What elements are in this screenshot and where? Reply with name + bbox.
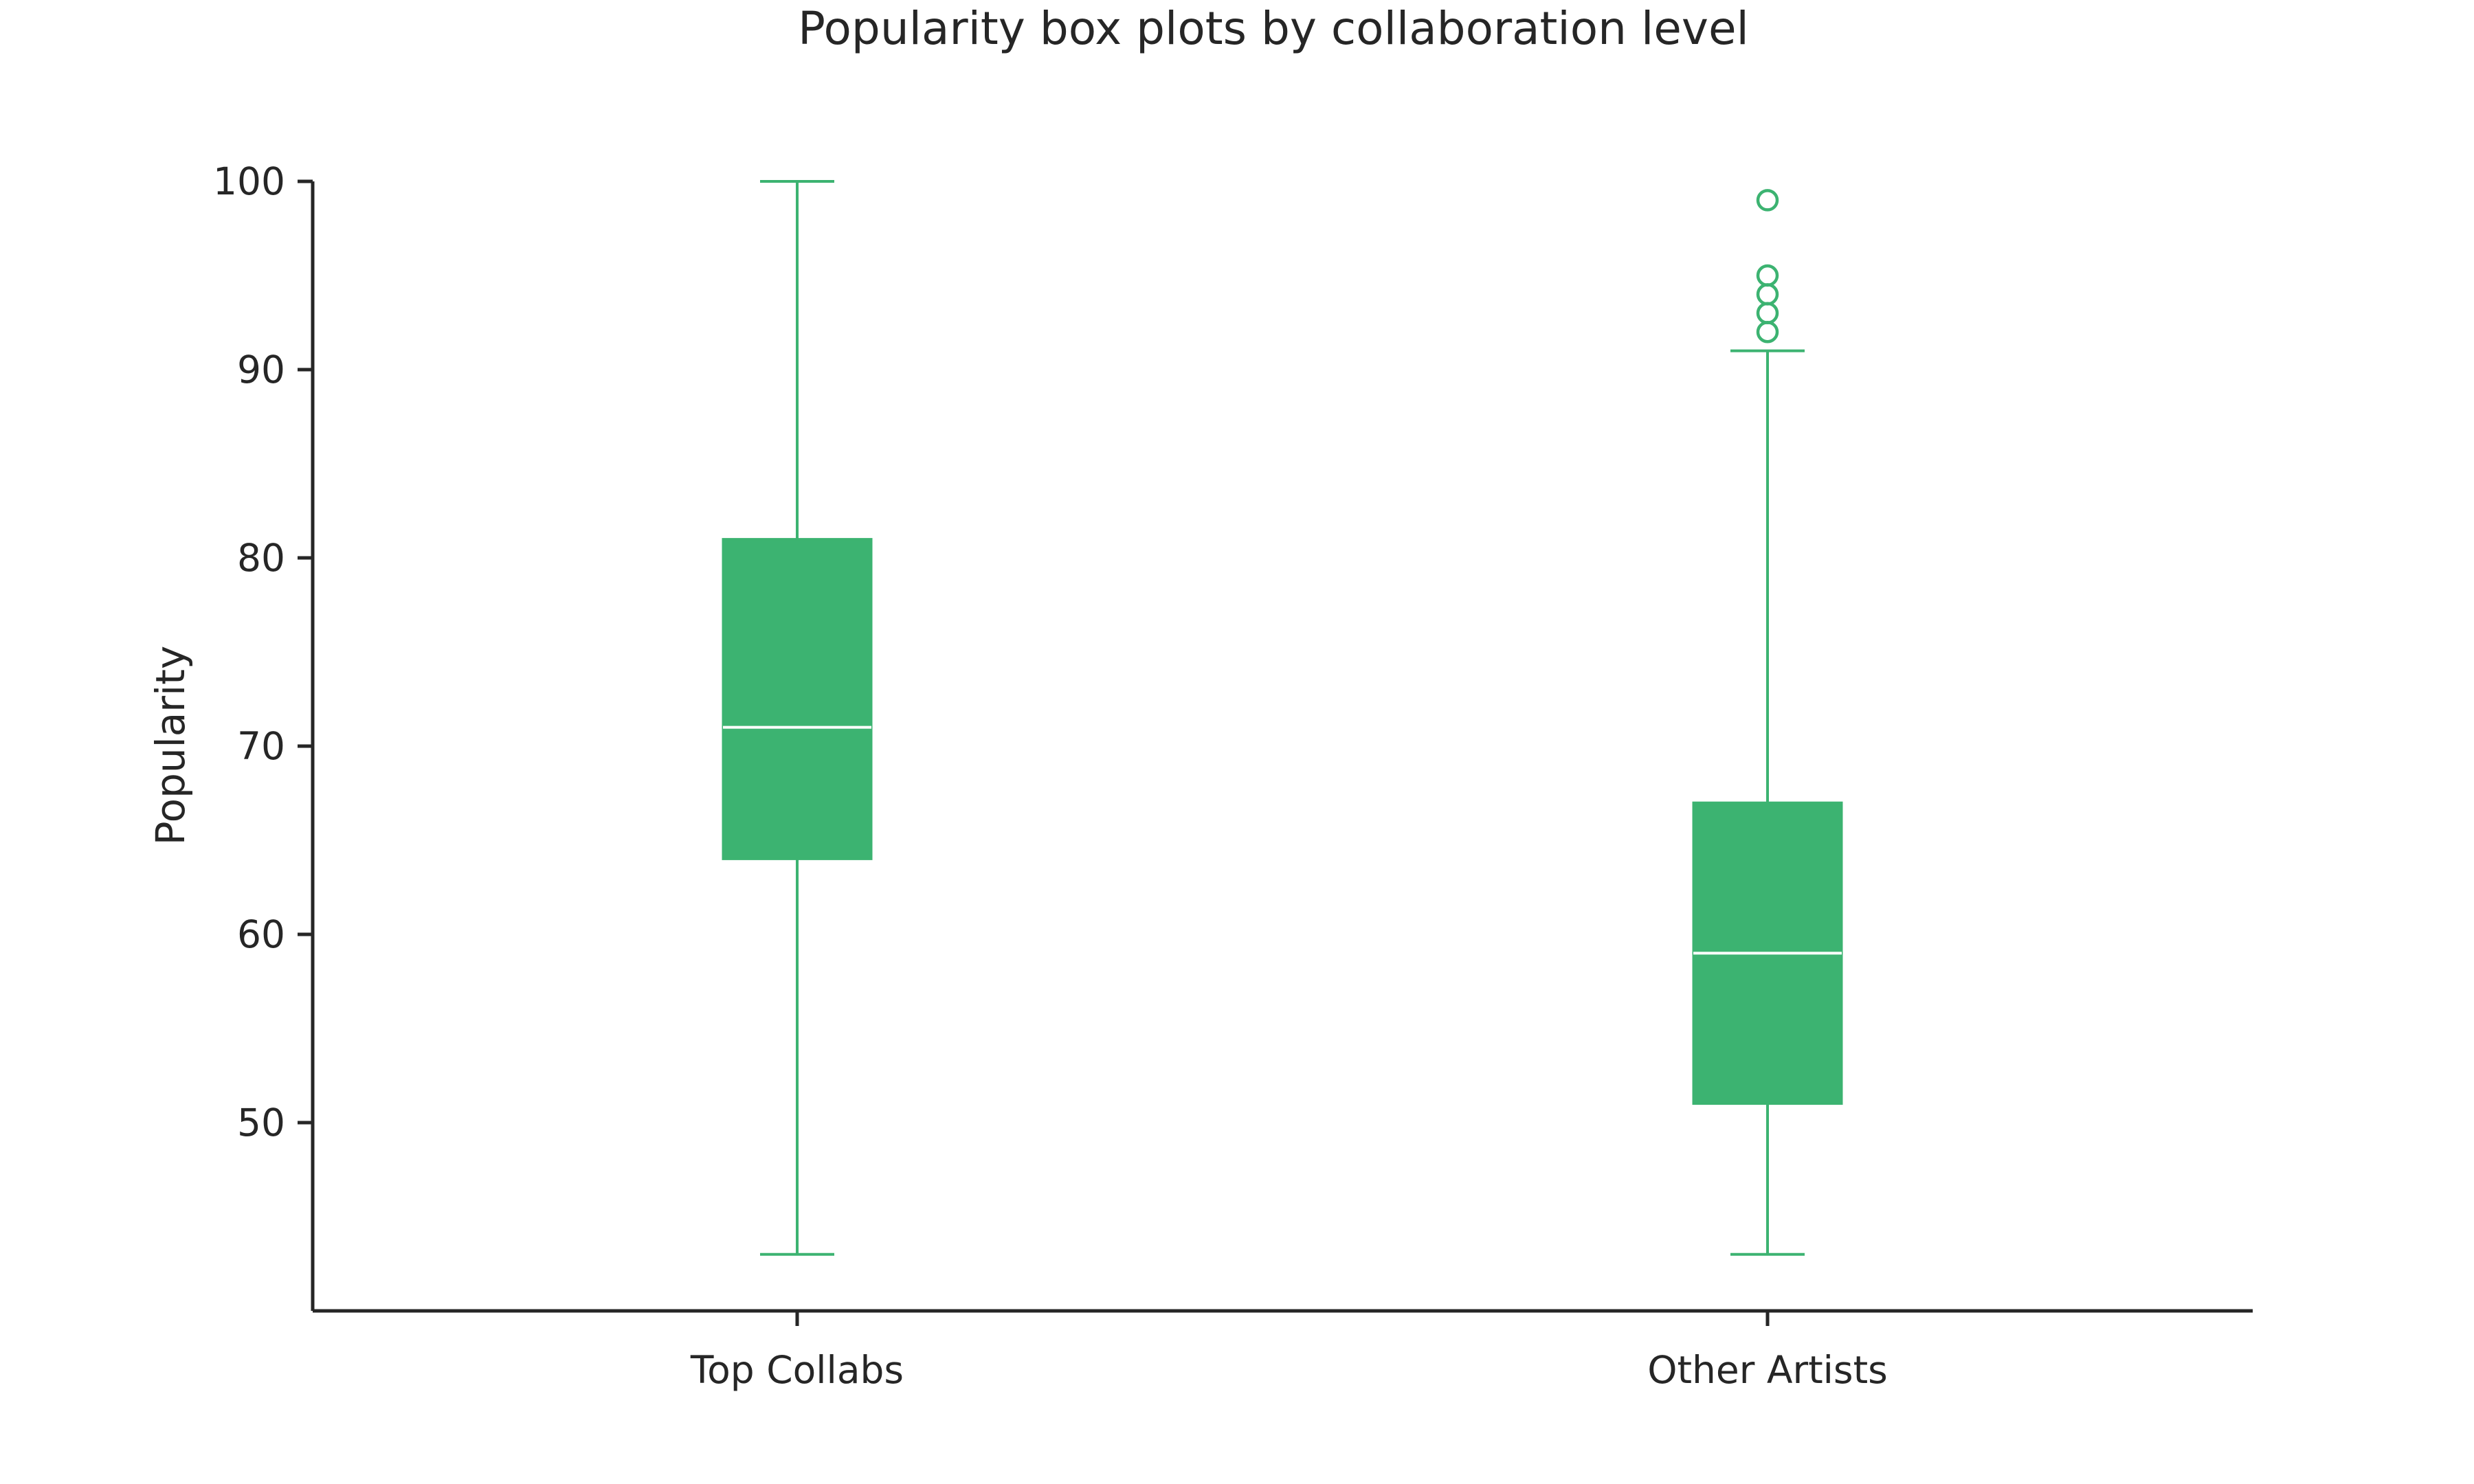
outlier-point <box>1756 264 1779 287</box>
y-tick-label: 70 <box>237 724 285 768</box>
y-tick-label: 50 <box>237 1101 285 1145</box>
iqr-box <box>722 538 873 860</box>
outlier-point <box>1756 189 1779 212</box>
outlier-point <box>1756 283 1779 306</box>
y-tick-label: 100 <box>213 159 285 203</box>
outlier-point <box>1756 302 1779 325</box>
y-tick-label: 60 <box>237 912 285 956</box>
y-axis-label: Popularity <box>147 646 194 846</box>
x-tick-label: Other Artists <box>1647 1348 1888 1392</box>
outlier-point <box>1756 320 1779 344</box>
chart-title: Popularity box plots by collaboration le… <box>798 2 1749 55</box>
y-tick-label: 80 <box>237 536 285 580</box>
plot-area: 50 60 70 80 90 100 Top Collabs Other Artists <box>213 159 2253 1392</box>
x-tick-label: Top Collabs <box>690 1348 904 1392</box>
y-tick-label: 90 <box>237 348 285 392</box>
